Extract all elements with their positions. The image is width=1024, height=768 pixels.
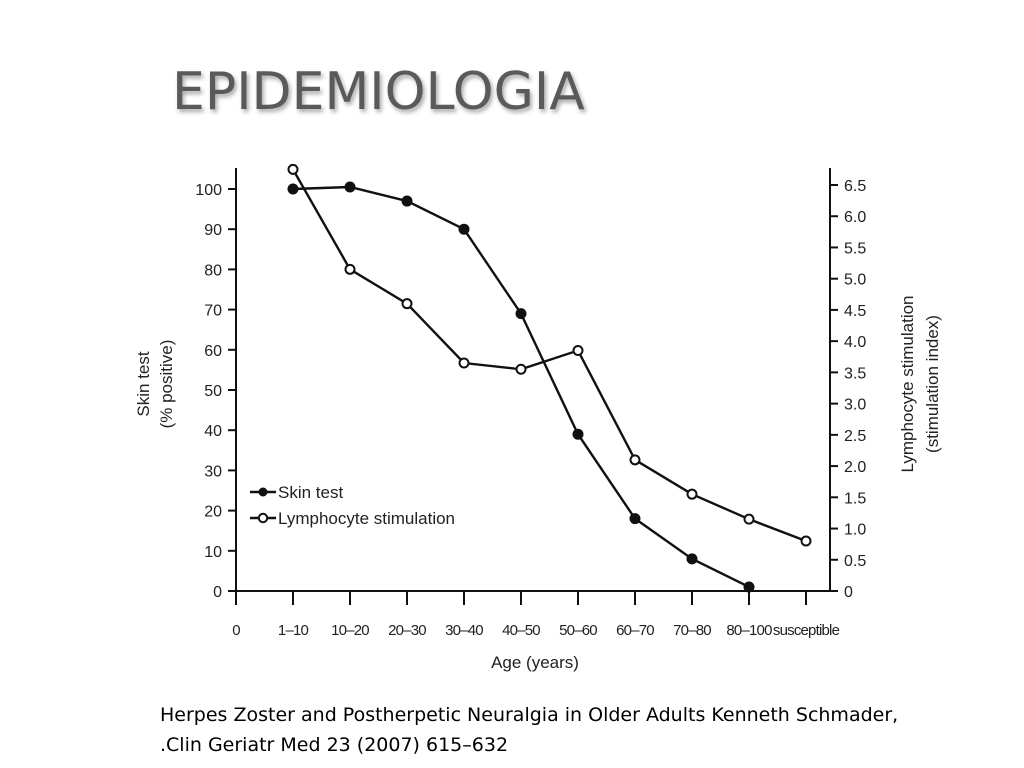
x-tick-label: 10–20 [331, 622, 369, 639]
left-y-tick-label: 30 [204, 463, 222, 480]
right-y-tick-label: 3.0 [844, 397, 866, 414]
data-point-lymphocyte [572, 345, 584, 357]
x-tick-label: 20–30 [388, 622, 426, 639]
data-point-lymphocyte [344, 263, 356, 275]
left-y-tick-label: 40 [204, 423, 222, 440]
left-y-tick-label: 70 [204, 303, 222, 320]
right-y-tick-label: 1.5 [844, 490, 866, 507]
data-point-lymphocyte [743, 513, 755, 525]
right-y-tick-label: 2.5 [844, 428, 866, 445]
data-point-lymphocyte [287, 163, 299, 175]
left-y-tick-label: 100 [195, 182, 222, 199]
x-tick-label: 1–10 [278, 622, 309, 639]
right-y-tick-label: 5.5 [844, 240, 866, 257]
slide-title: EPIDEMIOLOGIA [172, 62, 585, 122]
x-tick-label: 80–100 [726, 622, 772, 639]
data-point-skin-test [572, 428, 584, 440]
series-line-2 [291, 168, 807, 543]
x-axis-label: Age (years) [491, 653, 579, 672]
left-y-tick-label: 90 [204, 222, 222, 239]
x-tick-label: 0 [232, 622, 240, 639]
citation-caption: Herpes Zoster and Postherpetic Neuralgia… [160, 700, 898, 760]
citation-line-2: .Clin Geriatr Med 23 (2007) 615–632 [160, 734, 509, 756]
x-tick-label: susceptible [773, 622, 840, 639]
data-point-skin-test [515, 308, 527, 320]
data-point-skin-test [344, 181, 356, 193]
right-y-tick-label: 6.0 [844, 209, 866, 226]
data-point-lymphocyte [401, 298, 413, 310]
data-point-skin-test [458, 223, 470, 235]
right-y-tick-label: 2.0 [844, 459, 866, 476]
x-tick-label: 40–50 [502, 622, 540, 639]
line-chart: 0 10 20 30 40 50 60 70 80 90 100 0 0.5 1.0 1.5 2.0 2.5 3.… [134, 163, 942, 672]
left-y-tick-label: 0 [213, 584, 222, 601]
right-y-axis-sublabel: (stimulation index) [923, 315, 942, 453]
x-tick-label: 70–80 [673, 622, 711, 639]
x-tick-label: 30–40 [445, 622, 483, 639]
right-y-tick-label: 5.0 [844, 272, 866, 289]
left-y-tick-label: 10 [204, 544, 222, 561]
x-tick-label: 50–60 [559, 622, 597, 639]
left-y-tick-label: 20 [204, 504, 222, 521]
right-y-tick-label: 3.5 [844, 365, 866, 382]
data-point-lymphocyte [686, 488, 698, 500]
data-point-skin-test [629, 513, 641, 525]
data-point-skin-test [401, 195, 413, 207]
left-y-tick-label: 60 [204, 343, 222, 360]
legend-marker-lymphocyte [257, 512, 269, 524]
citation-line-1: Herpes Zoster and Postherpetic Neuralgia… [160, 704, 899, 726]
data-point-skin-test [686, 553, 698, 565]
legend-label-2: Lymphocyte stimulation [278, 509, 455, 528]
left-y-axis-sublabel: (% positive) [157, 340, 176, 429]
data-point-lymphocyte [629, 454, 641, 466]
data-point-skin-test [287, 183, 299, 195]
x-tick-label: 60–70 [616, 622, 654, 639]
data-point-lymphocyte [458, 357, 470, 369]
left-y-tick-label: 80 [204, 262, 222, 279]
data-point-skin-test [743, 581, 755, 593]
right-y-axis-label: Lymphocyte stimulation [898, 295, 917, 472]
right-y-tick-label: 1.0 [844, 522, 866, 539]
legend-label-1: Skin test [278, 483, 343, 502]
right-y-tick-label: 0.5 [844, 553, 866, 570]
left-y-axis-label: Skin test [134, 351, 153, 416]
right-y-tick-label: 4.5 [844, 303, 866, 320]
data-point-lymphocyte [800, 535, 812, 547]
right-y-tick-label: 0 [844, 584, 853, 601]
right-y-tick-label: 6.5 [844, 178, 866, 195]
right-y-tick-label: 4.0 [844, 334, 866, 351]
left-y-tick-label: 50 [204, 383, 222, 400]
data-point-lymphocyte [515, 363, 527, 375]
legend-marker-skin-test [258, 487, 268, 497]
